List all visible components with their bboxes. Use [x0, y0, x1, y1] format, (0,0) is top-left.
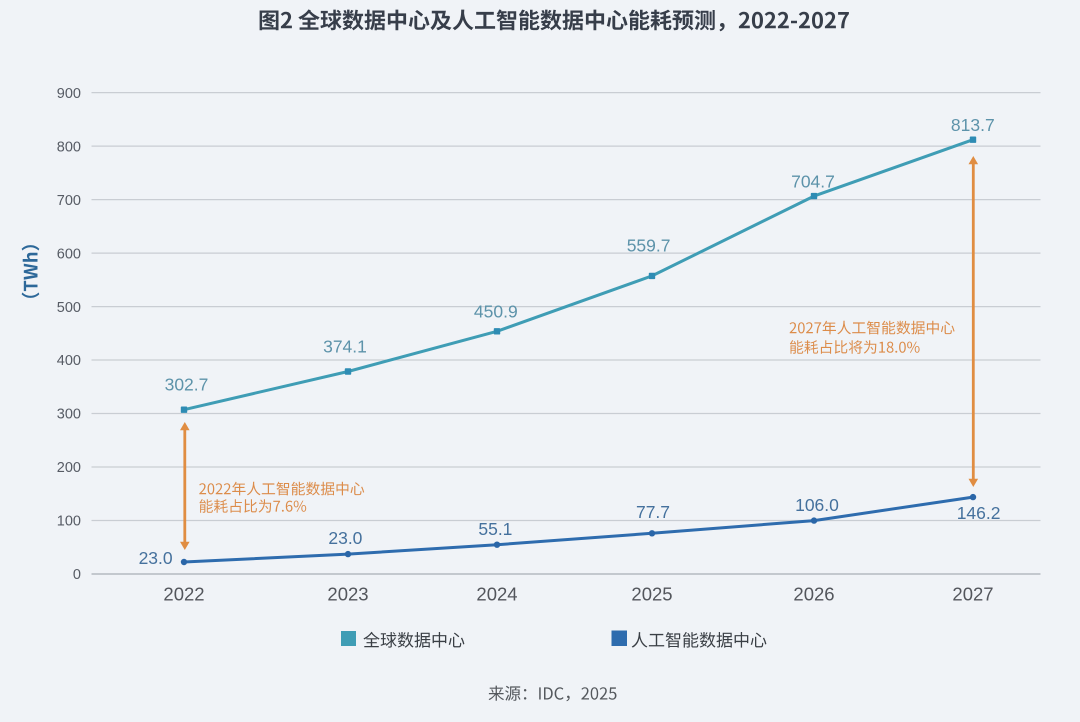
- svg-text:23.0: 23.0: [328, 528, 362, 548]
- svg-text:559.7: 559.7: [627, 235, 671, 255]
- svg-text:23.0: 23.0: [139, 548, 173, 568]
- svg-text:0: 0: [73, 567, 81, 583]
- svg-text:500: 500: [57, 300, 81, 316]
- svg-text:704.7: 704.7: [791, 171, 835, 191]
- svg-text:2022: 2022: [163, 584, 204, 605]
- svg-text:106.0: 106.0: [795, 495, 839, 515]
- svg-text:2026: 2026: [793, 584, 834, 605]
- svg-text:302.7: 302.7: [165, 374, 209, 394]
- svg-text:450.9: 450.9: [474, 301, 518, 321]
- svg-text:2023: 2023: [327, 584, 368, 605]
- svg-text:700: 700: [57, 193, 81, 209]
- svg-text:600: 600: [57, 246, 81, 262]
- svg-text:2024: 2024: [476, 584, 517, 605]
- svg-text:400: 400: [57, 353, 81, 369]
- svg-text:100: 100: [57, 514, 81, 530]
- svg-text:300: 300: [57, 407, 81, 423]
- svg-text:2027: 2027: [952, 584, 993, 605]
- svg-text:813.7: 813.7: [951, 115, 995, 135]
- svg-text:800: 800: [57, 139, 81, 155]
- svg-text:55.1: 55.1: [478, 519, 512, 539]
- svg-text:146.2: 146.2: [957, 503, 1001, 523]
- svg-text:77.7: 77.7: [636, 502, 670, 522]
- svg-text:900: 900: [57, 86, 81, 102]
- svg-text:200: 200: [57, 460, 81, 476]
- svg-text:374.1: 374.1: [323, 336, 367, 356]
- svg-text:2025: 2025: [631, 584, 672, 605]
